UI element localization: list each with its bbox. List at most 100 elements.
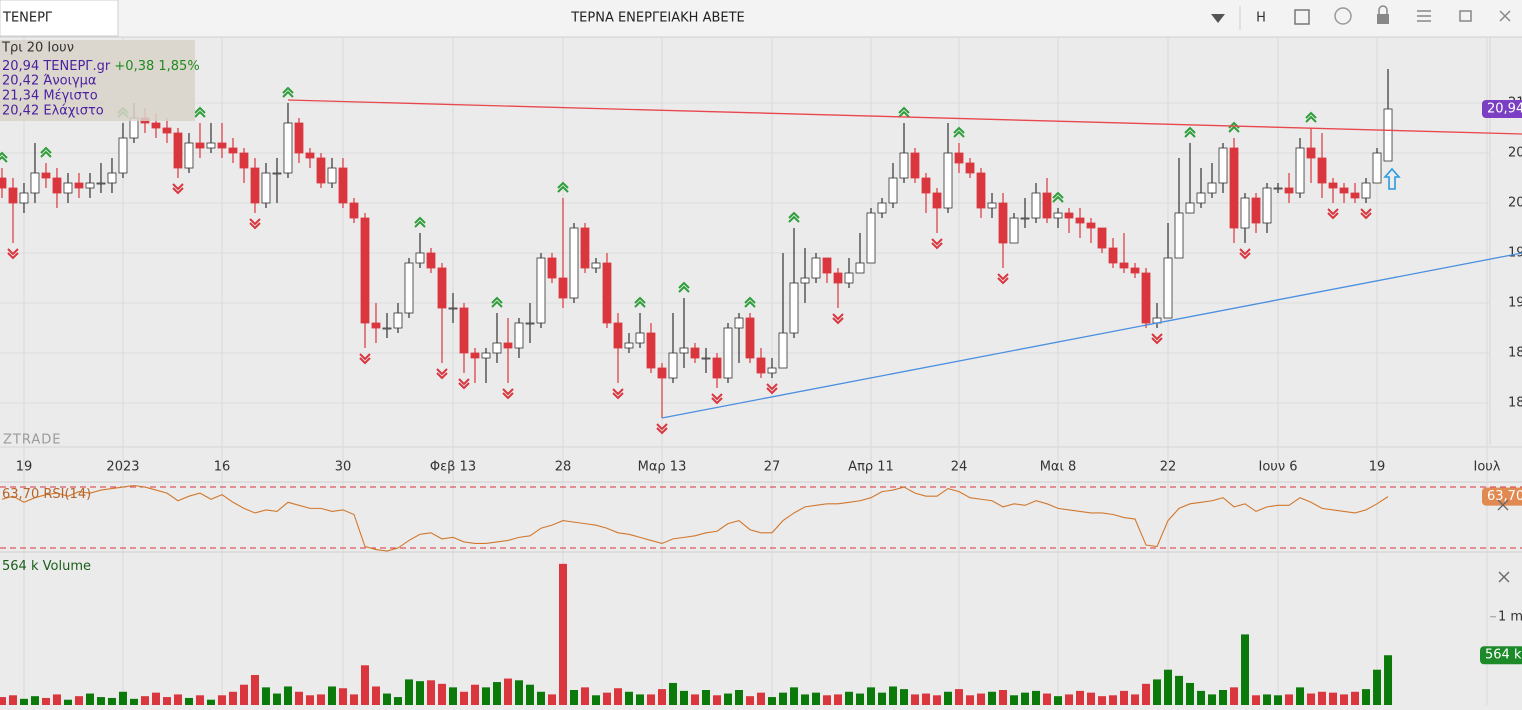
menu-icon[interactable] — [1417, 10, 1431, 22]
trendline — [287, 99, 1522, 135]
candle-body — [415, 252, 425, 264]
volume-bar — [1076, 690, 1085, 705]
candle-body — [866, 212, 876, 264]
volume-tag — [1480, 646, 1522, 665]
candle-body — [173, 132, 183, 169]
candle-body — [1042, 192, 1052, 219]
volume-bar — [646, 694, 655, 705]
volume-bar — [635, 694, 644, 705]
info-low: 20,42 Ελάχιστο — [2, 104, 104, 119]
volume-bar — [1384, 655, 1393, 705]
last-price-label: 20,94 — [1487, 102, 1522, 117]
candle-body — [910, 152, 920, 179]
candle-body — [1273, 187, 1283, 190]
volume-bar — [514, 680, 523, 705]
candle-body — [778, 332, 788, 369]
comment-icon[interactable] — [1334, 7, 1352, 25]
candle-body — [393, 312, 403, 329]
lock-icon[interactable] — [1377, 14, 1389, 24]
volume-bar — [977, 693, 986, 705]
volume-bar — [712, 695, 721, 705]
dropdown-icon[interactable] — [1211, 14, 1225, 23]
volume-bar — [8, 695, 17, 705]
candle-body — [998, 202, 1008, 244]
candle-body — [1361, 182, 1371, 199]
fractal-up-marker — [557, 181, 569, 193]
candle-body — [1185, 202, 1195, 214]
rsi-line — [1, 484, 1389, 552]
candle-body — [1020, 217, 1030, 220]
candle-body — [305, 152, 315, 159]
volume-bar — [525, 684, 534, 705]
y-tick-label: 19,5 — [1508, 246, 1522, 261]
candle-body — [1163, 257, 1173, 319]
volume-bar — [900, 689, 909, 705]
x-tick-label: 28 — [555, 460, 572, 475]
close-icon[interactable] — [1499, 10, 1511, 22]
volume-bar — [1186, 682, 1195, 705]
h-button[interactable]: H — [1256, 11, 1266, 26]
x-tick-label: Ιουλ — [1474, 460, 1501, 475]
fractal-down-marker — [7, 248, 19, 260]
title-bar — [0, 0, 1522, 37]
volume-bar — [657, 689, 666, 705]
candle-body — [690, 347, 700, 359]
candle-body — [96, 182, 106, 185]
volume-bar — [1021, 692, 1030, 705]
candle-body — [41, 172, 51, 179]
candle-body — [283, 122, 293, 174]
candle-body — [789, 282, 799, 334]
fractal-up-marker — [1184, 126, 1196, 138]
candle-body — [1383, 108, 1393, 162]
volume-bar — [1043, 693, 1052, 705]
volume-bar — [1087, 692, 1096, 705]
candle-body — [954, 152, 964, 164]
volume-bar — [272, 693, 281, 705]
restore-icon[interactable] — [1459, 10, 1472, 22]
candle-body — [525, 322, 535, 325]
layout-icon[interactable] — [1294, 9, 1310, 25]
volume-bar — [0, 697, 6, 705]
candle-body — [624, 342, 634, 349]
plot-area: 19 2023 16 30 Φεβ 13 28 Μαρ 13 27 Απρ 11 24 Μαι 8 2… — [0, 38, 1522, 705]
candle-body — [1306, 147, 1316, 159]
volume-bar — [812, 692, 821, 705]
volume-bar — [1175, 675, 1184, 705]
volume-value: 564 k — [2, 559, 39, 574]
candle-body — [338, 167, 348, 204]
x-tick-label: 27 — [764, 460, 781, 475]
fractal-up-marker — [953, 126, 965, 138]
x-tick-label: 2023 — [106, 460, 139, 475]
volume-bar — [1131, 694, 1140, 705]
candle-body — [349, 202, 359, 219]
volume-bar — [834, 694, 843, 705]
volume-bar — [723, 693, 732, 705]
candle-body — [151, 122, 161, 129]
volume-bar — [845, 691, 854, 705]
volume-close-icon[interactable] — [1498, 571, 1510, 583]
rsi-tag-label: 63,70 — [1487, 489, 1522, 504]
volume-bar — [1208, 694, 1217, 705]
candle-body — [1295, 147, 1305, 194]
x-tick-label: 22 — [1160, 460, 1177, 475]
candle-body — [646, 332, 656, 369]
volume-bar — [768, 697, 777, 705]
volume-bar — [569, 690, 578, 705]
rsi-name: RSI(14) — [43, 487, 91, 502]
info-high: 21,34 Μέγιστο — [2, 89, 98, 104]
rsi-close-icon[interactable] — [1497, 499, 1509, 511]
x-tick-label: Μαρ 13 — [638, 460, 687, 475]
volume-bar — [151, 692, 160, 705]
candle-body — [63, 182, 73, 194]
candle-body — [877, 202, 887, 214]
y-tick-label: 19 — [1508, 296, 1522, 311]
candle-body — [602, 262, 612, 324]
fractal-up-marker — [1052, 191, 1064, 203]
volume-bar — [823, 695, 832, 705]
symbol-field[interactable] — [0, 0, 119, 37]
candle-body — [1317, 157, 1327, 184]
fractal-down-marker — [436, 368, 448, 380]
candle-body — [1108, 247, 1118, 264]
volume-bar — [173, 694, 182, 705]
candle-body — [1086, 222, 1096, 229]
